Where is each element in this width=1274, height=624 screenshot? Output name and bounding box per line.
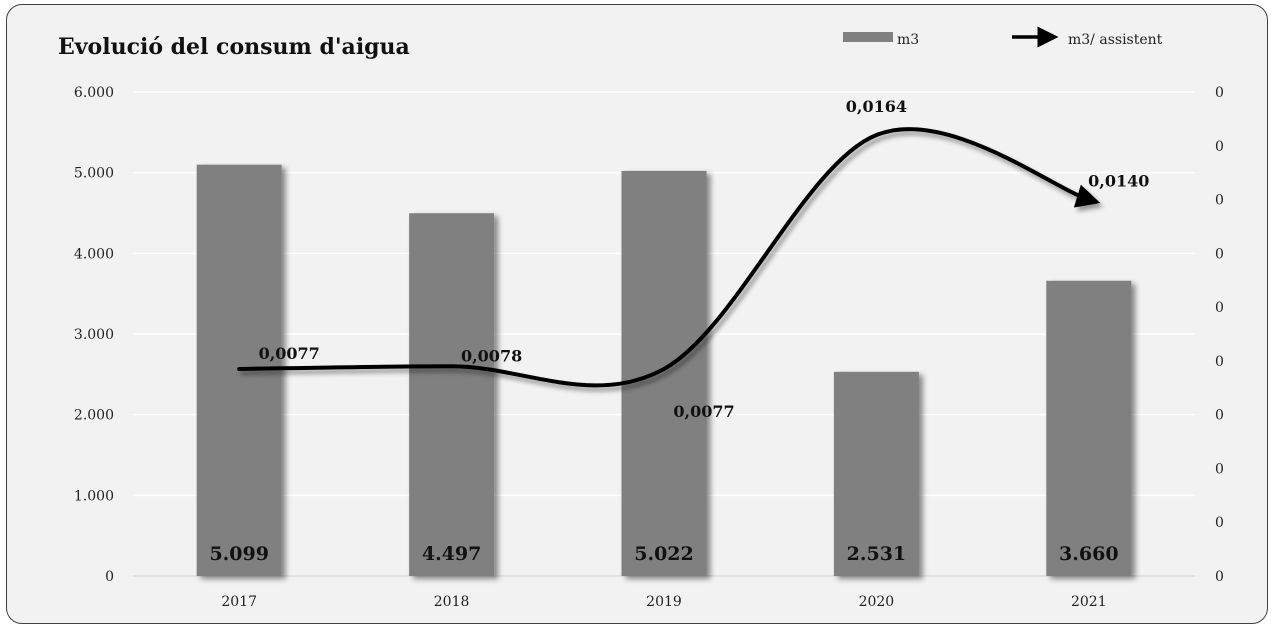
x-tick-label: 2019	[646, 594, 682, 610]
y-tick-label: 2.000	[74, 408, 114, 424]
y2-tick-label: 0	[1215, 85, 1224, 101]
line-series	[237, 127, 1101, 388]
x-axis: 2017 2018 2019 2020 2021	[221, 594, 1106, 610]
y2-tick-label: 0	[1215, 354, 1224, 370]
line-series-path	[237, 127, 1101, 388]
y-tick-label: 4.000	[74, 246, 114, 262]
x-tick-label: 2021	[1071, 594, 1107, 610]
y-axis-right: 0 0 0 0 0 0 0 0 0 0	[1215, 85, 1224, 585]
legend: m3 m3/ assistent	[843, 26, 1163, 48]
bar-value-label: 2.531	[847, 543, 907, 565]
y2-tick-label: 0	[1215, 246, 1224, 262]
legend-label-line: m3/ assistent	[1068, 32, 1163, 48]
x-tick-label: 2017	[221, 594, 257, 610]
line-value-label: 0,0077	[259, 344, 320, 363]
y-tick-label: 1.000	[74, 488, 114, 504]
y-axis-left: 0 1.000 2.000 3.000 4.000 5.000 6.000	[74, 85, 114, 585]
x-tick-label: 2018	[434, 594, 470, 610]
bar-value-label: 4.497	[422, 543, 482, 565]
line-value-label: 0,0078	[461, 346, 522, 365]
y2-tick-label: 0	[1215, 300, 1224, 316]
line-value-label: 0,0077	[673, 402, 734, 421]
y2-tick-label: 0	[1215, 461, 1224, 477]
y-tick-label: 6.000	[74, 85, 114, 101]
bars	[196, 164, 1132, 576]
bar-value-label: 5.099	[209, 543, 269, 565]
y-tick-label: 5.000	[74, 166, 114, 182]
bar	[833, 371, 919, 576]
line-value-label: 0,0164	[846, 97, 907, 116]
y-tick-label: 3.000	[74, 327, 114, 343]
chart-title: Evolució del consum d'aigua	[58, 34, 410, 60]
bar	[621, 170, 707, 576]
y2-tick-label: 0	[1215, 569, 1224, 585]
bar-value-label: 5.022	[634, 543, 694, 565]
bar	[1046, 280, 1132, 576]
y2-tick-label: 0	[1215, 515, 1224, 531]
y2-tick-label: 0	[1215, 408, 1224, 424]
line-value-label: 0,0140	[1088, 172, 1149, 191]
bar	[409, 213, 495, 576]
line-labels: 0,0077 0,0078 0,0077 0,0164 0,0140	[259, 97, 1150, 421]
bar-labels: 5.099 4.497 5.022 2.531 3.660	[209, 543, 1118, 565]
legend-label-bars: m3	[897, 32, 919, 48]
y2-tick-label: 0	[1215, 139, 1224, 155]
x-tick-label: 2020	[859, 594, 895, 610]
y-tick-label: 0	[105, 569, 114, 585]
legend-swatch-bars	[843, 32, 893, 42]
bar-value-label: 3.660	[1059, 543, 1119, 565]
y2-tick-label: 0	[1215, 193, 1224, 209]
